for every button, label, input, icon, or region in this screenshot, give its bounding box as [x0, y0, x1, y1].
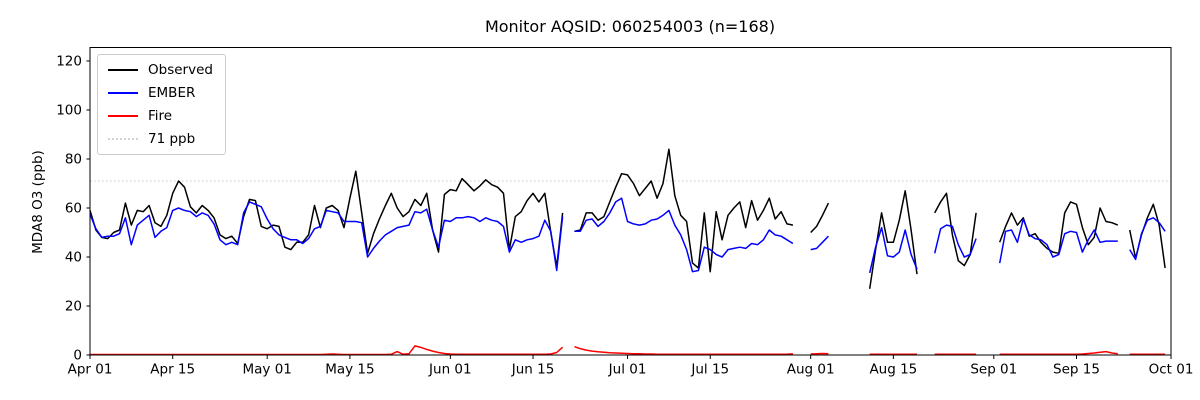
threshold-line-swatch	[108, 138, 138, 140]
y-tick-label: 120	[56, 53, 82, 69]
x-tick-label: Jun 15	[511, 362, 555, 378]
legend-label-ember: EMBER	[148, 85, 196, 101]
axes-spines	[89, 47, 1172, 356]
x-tick-label: May 01	[243, 362, 292, 378]
x-tick-label: Jul 01	[608, 362, 647, 378]
x-tick-label: May 15	[325, 362, 374, 378]
fire-line-swatch	[108, 115, 138, 117]
x-tick-label: Apr 15	[150, 362, 195, 378]
series-line-fire	[90, 345, 1166, 356]
x-tick-label: Sep 01	[970, 362, 1017, 378]
x-tick-label: Jul 15	[690, 362, 729, 378]
x-tick-label: Jun 01	[428, 362, 472, 378]
y-tick-label: 100	[56, 102, 82, 118]
x-tick-label: Aug 01	[787, 362, 835, 378]
legend-label-observed: Observed	[148, 62, 213, 78]
x-tick-label: Sep 15	[1053, 362, 1100, 378]
y-tick-label: 40	[65, 249, 82, 265]
legend-label-threshold: 71 ppb	[148, 131, 196, 147]
x-tick-label: Aug 15	[869, 362, 917, 378]
y-tick-label: 0	[73, 348, 82, 364]
observed-line-swatch	[108, 69, 138, 71]
legend-item-threshold: 71 ppb	[108, 131, 213, 147]
legend-item-ember: EMBER	[108, 85, 213, 101]
series-line-observed	[89, 148, 1166, 289]
y-tick-label: 60	[65, 200, 82, 216]
y-tick-label: 20	[65, 298, 82, 314]
series-line-ember	[89, 197, 1166, 274]
y-axis-label: MDA8 O3 (ppb)	[30, 150, 46, 254]
legend-label-fire: Fire	[148, 108, 173, 124]
x-tick-label: Oct 01	[1149, 362, 1194, 378]
x-tick-label: Apr 01	[68, 362, 113, 378]
y-tick-label: 80	[65, 151, 82, 167]
chart-title: Monitor AQSID: 060254003 (n=168)	[484, 17, 776, 36]
legend-item-fire: Fire	[108, 108, 213, 124]
legend: Observed EMBER Fire 71 ppb	[97, 54, 226, 155]
ember-line-swatch	[108, 92, 138, 94]
legend-item-observed: Observed	[108, 62, 213, 78]
